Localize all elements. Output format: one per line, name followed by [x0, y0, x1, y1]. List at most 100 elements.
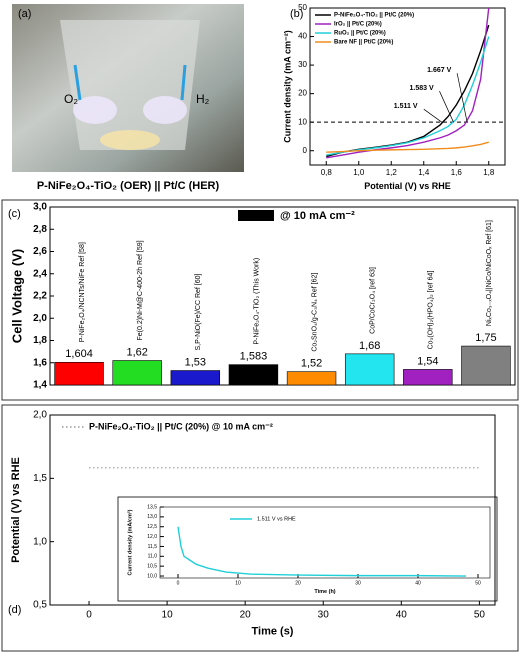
bar [54, 362, 104, 386]
value-label: 1,604 [65, 348, 93, 360]
plot-frame [159, 506, 491, 579]
panel-label: (b) [290, 8, 303, 20]
x-tick-label: 40 [415, 580, 421, 586]
photo-label: H₂ [196, 92, 210, 106]
electrode [180, 64, 187, 101]
x-tick-label: 20 [295, 580, 301, 586]
legend-label: 1.511 V vs RHE [257, 516, 296, 522]
reflection [100, 130, 160, 150]
legend-label: Bare NF || Pt/C (20%) [334, 40, 393, 46]
x-tick-label: 1,4 [418, 168, 430, 177]
x-tick-label: 1,0 [353, 168, 365, 177]
x-tick-label: 30 [355, 580, 361, 586]
y-tick-label: 2,2 [33, 291, 47, 302]
y-tick-label: 50 [298, 3, 307, 12]
x-tick-label: 0 [86, 610, 92, 621]
x-tick-label: 1,2 [386, 168, 398, 177]
y-tick-label: 30 [298, 60, 307, 69]
value-label: 1,68 [359, 340, 380, 352]
value-label: 1,53 [185, 356, 206, 368]
y-tick-label: 2,0 [33, 410, 47, 421]
bar [403, 369, 453, 386]
y-tick-label: 2,6 [33, 246, 47, 257]
bar [112, 360, 162, 386]
x-axis-label: Time (h) [314, 589, 335, 595]
y-tick-label: 12,5 [147, 524, 157, 530]
y-tick-label: 2,8 [33, 224, 47, 235]
bar [344, 353, 395, 386]
y-axis-label: Potential (V) vs RHE [10, 457, 22, 563]
panel-frame [1, 199, 519, 401]
y-tick-label: 0,5 [33, 600, 47, 611]
legend-label: IrO₂ || Pt/C (20%) [334, 22, 382, 28]
panel-label: (d) [8, 604, 21, 616]
photo-label: O₂ [64, 92, 78, 106]
plot-frame [309, 7, 506, 166]
annotation: 1.667 V [427, 67, 451, 74]
x-tick-label: 30 [318, 610, 330, 621]
y-tick-label: 3,0 [33, 202, 47, 213]
category-label: P-NiFe₂O₄/NCNTs/NiFe Ref [58] [79, 242, 86, 342]
series-line [177, 526, 467, 577]
y-tick-label: 10,5 [147, 563, 157, 569]
x-tick-label: 10 [235, 580, 241, 586]
category-label: Co₂SnO₄/g-C₃N₄ Ref [62] [311, 273, 318, 352]
y-tick-label: 1,8 [33, 335, 47, 346]
y-tick-label: 10,0 [147, 573, 157, 579]
y-tick-label: 1,0 [33, 536, 47, 547]
y-tick-label: 13,0 [147, 514, 157, 520]
series-line [326, 7, 490, 159]
annotation: 1.583 V [409, 85, 433, 92]
y-tick-label: 11,0 [148, 554, 158, 560]
x-tick-label: 40 [396, 610, 408, 621]
legend-label: P-NiFe₂O₄-TiO₂ || Pt/C (20%) @ 10 mA cm⁻… [89, 421, 273, 431]
category-label: S,P-NiO(Fe)/CC Ref [60] [195, 273, 202, 350]
plot-frame [49, 414, 496, 606]
annotation-arrow [456, 73, 468, 123]
y-axis-label: Current density (mA cm⁻²) [282, 30, 292, 142]
legend-label: @ 10 mA cm⁻² [280, 210, 355, 222]
x-tick-label: 10 [162, 610, 174, 621]
annotation-arrow [423, 108, 442, 123]
y-axis-label: Cell Voltage (V) [9, 249, 24, 343]
electrode [73, 64, 82, 101]
x-axis-label: Time (s) [252, 626, 294, 638]
x-tick-label: 50 [475, 580, 481, 586]
reflection [73, 96, 117, 124]
value-label: 1,52 [301, 358, 322, 370]
y-tick-label: 1,5 [33, 473, 47, 484]
y-tick-label: 2,4 [33, 268, 47, 279]
y-tick-label: 40 [298, 32, 307, 41]
x-tick-label: 0,8 [321, 168, 333, 177]
series-line [326, 141, 489, 153]
y-tick-label: 1,6 [33, 357, 47, 368]
bar [286, 371, 337, 386]
panel-label: (a) [18, 8, 31, 20]
inset-frame [117, 496, 498, 602]
value-label: 1,54 [417, 355, 438, 367]
series-line [326, 36, 490, 156]
y-tick-label: 1,4 [33, 380, 47, 391]
x-tick-label: 50 [474, 610, 486, 621]
legend-swatch [238, 210, 274, 221]
category-label: Fe(0.2)Ni-M@C-400-2h Ref [59] [137, 240, 144, 340]
x-tick-label: 1,6 [451, 168, 463, 177]
y-tick-label: 10 [298, 117, 307, 126]
bar [228, 364, 279, 386]
y-tick-label: 20 [298, 89, 307, 98]
legend-label: RuO₂ || Pt/C (20%) [334, 31, 386, 37]
category-label: P-NiFe₂O₄-TiO₂ (This Work) [253, 258, 260, 345]
bar [170, 370, 221, 386]
reflection [143, 96, 187, 124]
x-tick-label: 0 [177, 580, 180, 586]
annotation: 1.511 V [394, 103, 418, 110]
x-tick-label: 20 [240, 610, 252, 621]
y-tick-label: 2,0 [33, 313, 47, 324]
panel-label: (c) [8, 208, 21, 220]
y-tick-label: 0 [303, 146, 308, 155]
photo-caption: P-NiFe₂O₄-TiO₂ (OER) || Pt/C (HER) [37, 180, 220, 192]
photo-panel: (a) O₂ H₂ P-NiFe₂O₄-TiO₂ (OER) || Pt/C (… [12, 4, 244, 192]
x-tick-label: 1,8 [483, 168, 495, 177]
value-label: 1,583 [240, 351, 268, 363]
